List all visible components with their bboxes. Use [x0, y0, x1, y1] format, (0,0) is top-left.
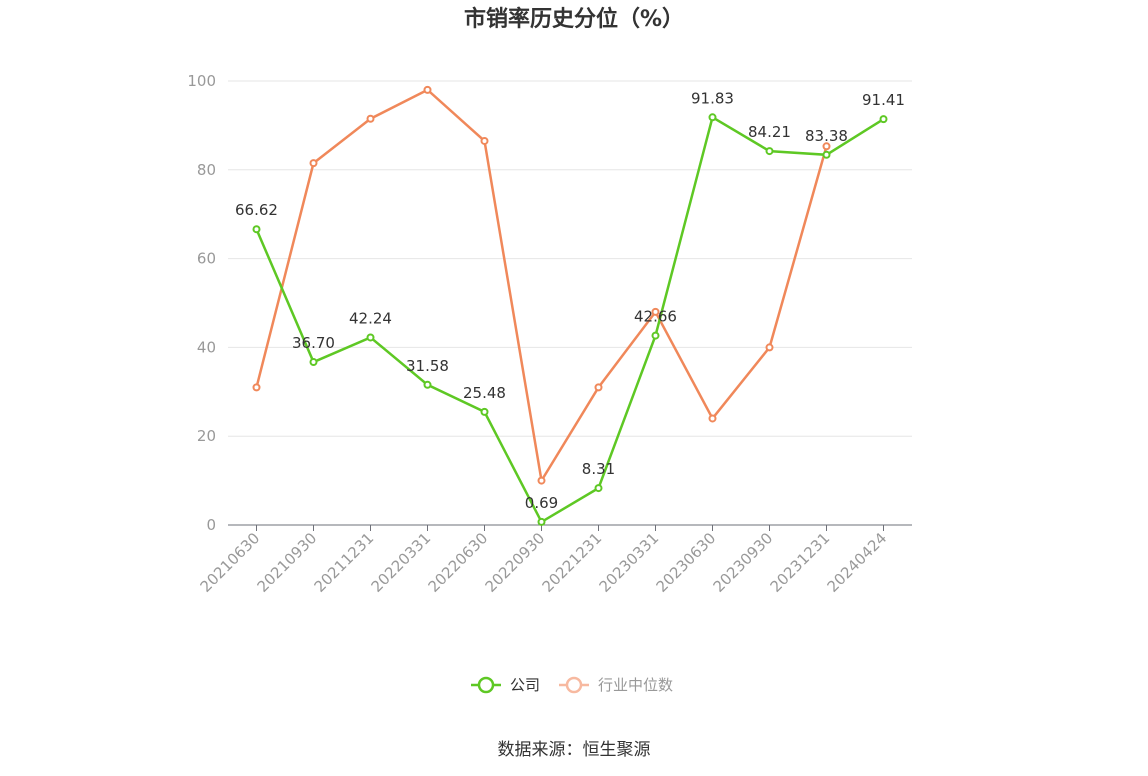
- data-point: [423, 85, 432, 94]
- data-point: [480, 136, 489, 145]
- x-tick-label: 20240424: [824, 529, 891, 596]
- data-point: [252, 383, 261, 392]
- x-tick-label: 20211231: [311, 529, 378, 596]
- chart-title: 市销率历史分位（%）: [464, 6, 684, 32]
- data-point: [252, 225, 261, 234]
- data-point: [537, 476, 546, 485]
- data-label: 42.66: [634, 308, 677, 326]
- legend-marker-icon: [565, 676, 583, 694]
- data-label: 0.69: [525, 494, 558, 512]
- x-tick-label: 20220630: [425, 529, 492, 596]
- x-tick-label: 20210630: [197, 529, 264, 596]
- series-layer: [252, 85, 888, 526]
- data-label: 91.83: [691, 89, 734, 107]
- data-point: [594, 484, 603, 493]
- x-tick-label: 20230331: [596, 529, 663, 596]
- y-tick-label: 20: [197, 427, 216, 445]
- series-company: [252, 113, 888, 526]
- y-axis: 0 20 40 60 80 100: [187, 72, 216, 534]
- series-industry-median: [252, 85, 831, 485]
- data-point: [651, 331, 660, 340]
- data-point: [822, 142, 831, 151]
- data-label: 66.62: [235, 201, 278, 219]
- x-tick-label: 20230930: [710, 529, 777, 596]
- data-point: [309, 159, 318, 168]
- x-axis: 2021063020210930202112312022033120220630…: [197, 524, 912, 596]
- data-point: [366, 333, 375, 342]
- data-point: [309, 358, 318, 367]
- legend-item-company[interactable]: 公司: [471, 676, 540, 694]
- legend-label: 公司: [510, 676, 540, 694]
- x-tick-label: 20230630: [653, 529, 720, 596]
- data-point: [594, 383, 603, 392]
- data-point: [423, 380, 432, 389]
- legend-label: 行业中位数: [598, 676, 673, 694]
- data-label: 83.38: [805, 127, 848, 145]
- data-label: 8.31: [582, 460, 615, 478]
- y-tick-label: 0: [206, 516, 216, 534]
- data-label: 42.24: [349, 309, 392, 327]
- series-line: [255, 88, 828, 485]
- data-point: [822, 150, 831, 159]
- data-source: 数据来源：恒生聚源: [498, 740, 651, 760]
- data-point: [537, 517, 546, 526]
- data-point: [879, 115, 888, 124]
- y-tick-label: 60: [197, 250, 216, 268]
- data-point: [366, 114, 375, 123]
- y-tick-label: 80: [197, 161, 216, 179]
- data-label: 36.70: [292, 334, 335, 352]
- data-label: 91.41: [862, 91, 905, 109]
- data-point: [765, 147, 774, 156]
- data-label: 84.21: [748, 123, 791, 141]
- data-point: [708, 414, 717, 423]
- data-label: 31.58: [406, 357, 449, 375]
- data-label: 25.48: [463, 384, 506, 402]
- grid: [228, 80, 912, 437]
- data-point: [651, 307, 660, 316]
- data-labels: 66.62 36.70 42.24 31.58 25.48 0.69 8.31 42.66 91…: [235, 89, 905, 512]
- x-tick-label: 20220331: [368, 529, 435, 596]
- data-point: [708, 113, 717, 122]
- x-tick-label: 20210930: [254, 529, 321, 596]
- legend-marker-icon: [477, 676, 495, 694]
- data-point: [480, 407, 489, 416]
- y-tick-label: 40: [197, 338, 216, 356]
- legend[interactable]: 公司 行业中位数: [471, 676, 673, 694]
- series-line: [255, 115, 885, 524]
- y-tick-label: 100: [187, 72, 216, 90]
- x-tick-label: 20220930: [482, 529, 549, 596]
- x-tick-label: 20231231: [767, 529, 834, 596]
- legend-item-industry-median[interactable]: 行业中位数: [559, 676, 673, 694]
- data-point: [765, 343, 774, 352]
- x-tick-label: 20221231: [539, 529, 606, 596]
